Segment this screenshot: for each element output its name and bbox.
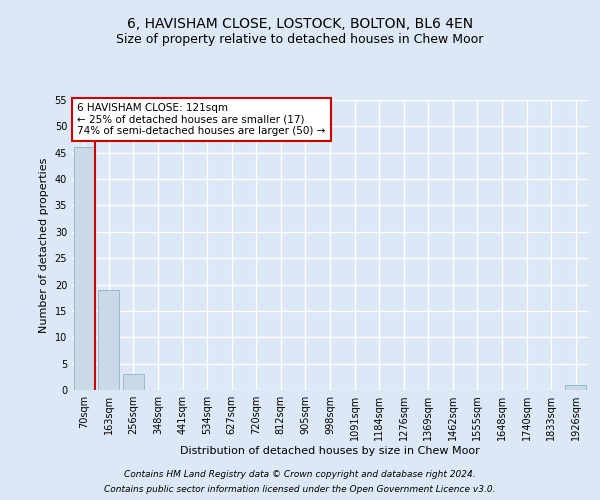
Bar <box>74 148 95 390</box>
X-axis label: Distribution of detached houses by size in Chew Moor: Distribution of detached houses by size … <box>180 446 480 456</box>
Text: Contains public sector information licensed under the Open Government Licence v3: Contains public sector information licen… <box>104 485 496 494</box>
Y-axis label: Number of detached properties: Number of detached properties <box>39 158 49 332</box>
Text: Contains HM Land Registry data © Crown copyright and database right 2024.: Contains HM Land Registry data © Crown c… <box>124 470 476 479</box>
Text: 6, HAVISHAM CLOSE, LOSTOCK, BOLTON, BL6 4EN: 6, HAVISHAM CLOSE, LOSTOCK, BOLTON, BL6 … <box>127 18 473 32</box>
Bar <box>123 374 144 390</box>
Text: Size of property relative to detached houses in Chew Moor: Size of property relative to detached ho… <box>116 32 484 46</box>
Bar <box>565 384 586 390</box>
Bar <box>98 290 119 390</box>
Text: 6 HAVISHAM CLOSE: 121sqm
← 25% of detached houses are smaller (17)
74% of semi-d: 6 HAVISHAM CLOSE: 121sqm ← 25% of detach… <box>77 103 326 136</box>
